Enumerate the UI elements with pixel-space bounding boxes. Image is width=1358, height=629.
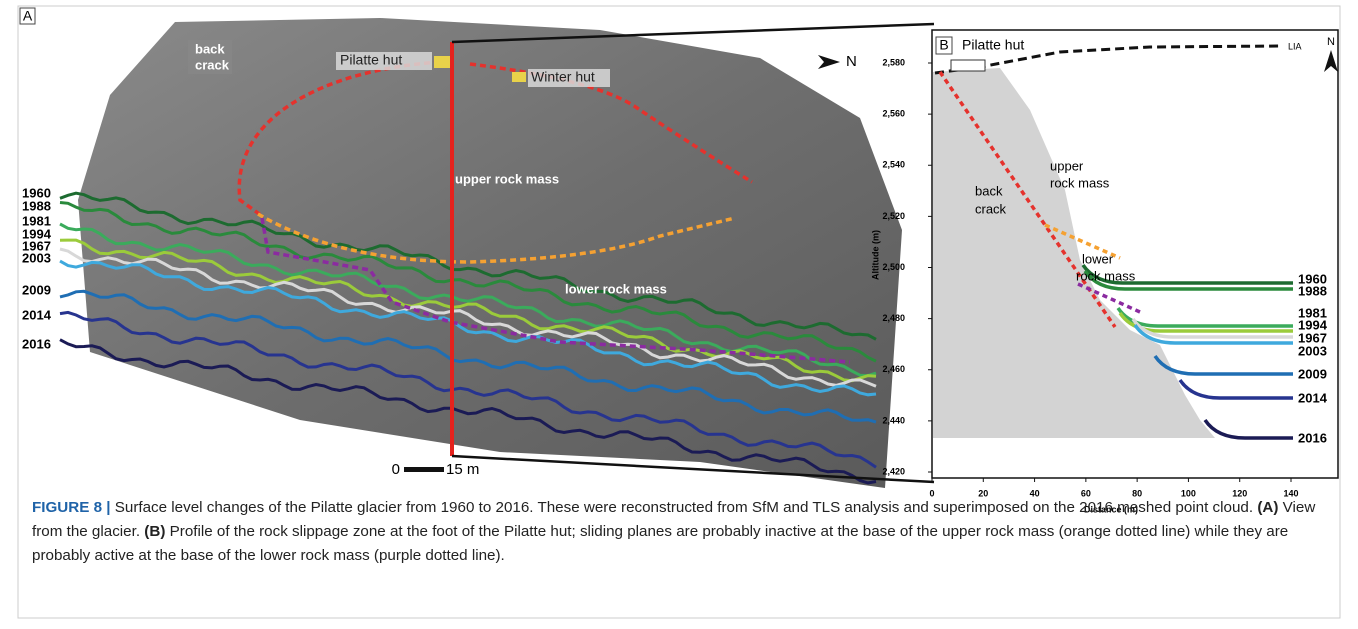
caption-text: Profile of the rock slippage zone at the… [32, 523, 1288, 564]
annotation: Winter hut [531, 69, 595, 85]
scale-bar [404, 467, 444, 472]
y-tick-label: 2,500 [882, 262, 905, 272]
year-label: 2003 [1298, 343, 1327, 358]
year-label: 2016 [22, 336, 51, 351]
year-label: 1988 [22, 198, 51, 213]
panel-label: B [939, 37, 948, 53]
axis-title: Altitude (m) [870, 230, 880, 280]
annotation: rock mass [1050, 175, 1110, 190]
caption-label: (B) [144, 523, 165, 540]
year-label: 2003 [22, 250, 51, 265]
hut-icon [951, 60, 985, 71]
year-label: 2014 [22, 307, 52, 322]
annotation: N [846, 53, 857, 70]
annotation: upper rock mass [455, 171, 559, 186]
scale-label: 15 m [446, 461, 479, 478]
annotation: LIA [1288, 41, 1302, 51]
scale-label: 0 [392, 461, 400, 478]
y-tick-label: 2,540 [882, 160, 905, 170]
annotation: rock mass [1076, 268, 1136, 283]
annotation: crack [975, 201, 1007, 216]
page: A back crack Pilatte hut Winter hut uppe… [0, 0, 1358, 629]
year-label: 1988 [1298, 283, 1327, 298]
y-tick-label: 2,520 [882, 211, 905, 221]
year-label: 2016 [1298, 430, 1327, 445]
year-label: 2014 [1298, 390, 1328, 405]
annotation: crack [195, 57, 230, 72]
north-arrow [818, 55, 840, 69]
annotation: upper [1050, 158, 1084, 173]
annotation: N [1327, 36, 1335, 48]
annotation: back [195, 41, 225, 56]
year-label: 2009 [1298, 366, 1327, 381]
annotation: back [975, 183, 1003, 198]
year-label: 2009 [22, 282, 51, 297]
y-tick-label: 2,560 [882, 109, 905, 119]
annotation: lower [1082, 251, 1114, 266]
figure-label: FIGURE 8 | [32, 499, 111, 516]
caption-text: Surface level changes of the Pilatte gla… [115, 499, 1253, 516]
caption-label: (A) [1257, 499, 1278, 516]
annotation: Pilatte hut [962, 37, 1024, 53]
y-tick-label: 2,480 [882, 313, 905, 323]
panel-label: A [23, 8, 33, 24]
y-tick-label: 2,440 [882, 415, 905, 425]
caption: FIGURE 8 | Surface level changes of the … [32, 496, 1332, 568]
y-tick-label: 2,420 [882, 466, 905, 476]
hut-icon [512, 72, 526, 82]
annotation: Pilatte hut [340, 52, 402, 68]
y-tick-label: 2,580 [882, 57, 905, 67]
y-tick-label: 2,460 [882, 364, 905, 374]
annotation: lower rock mass [565, 281, 667, 296]
